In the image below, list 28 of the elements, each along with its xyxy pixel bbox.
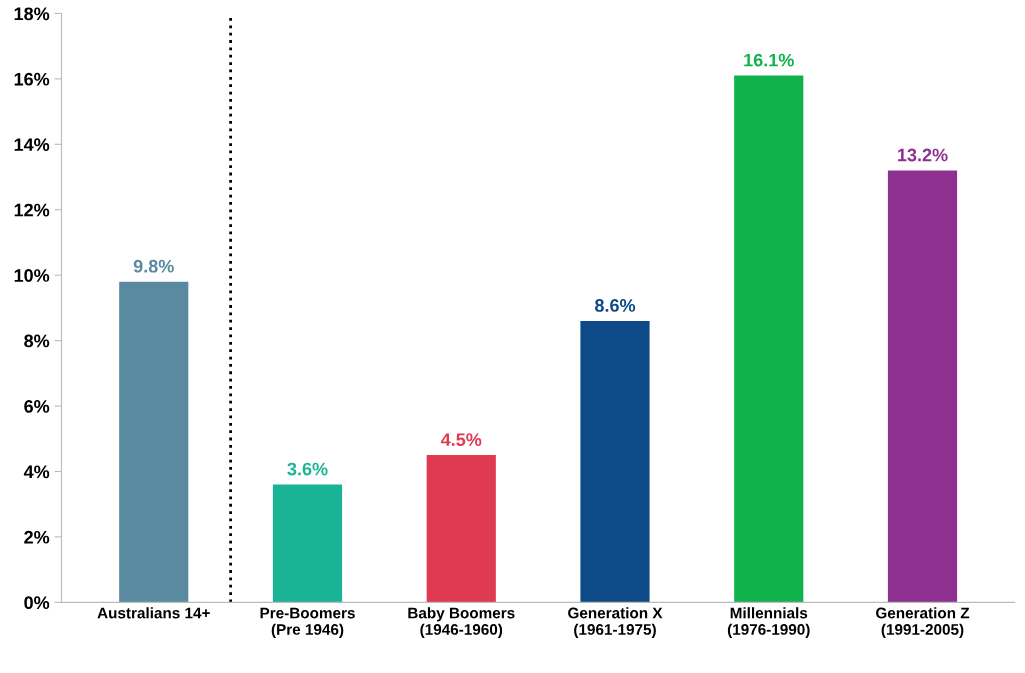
data-label: 9.8% [133,259,174,273]
data-label: 8.6% [595,299,636,312]
x-tick-label: Pre-Boomers (Pre 1946) [260,607,355,638]
y-tick-label: 2% [24,530,50,544]
y-tick-label: 0% [24,596,50,610]
x-tick-label: Millennials (1976-1990) [727,607,810,638]
data-label: 3.6% [287,462,328,476]
y-tick-label: 18% [14,7,50,21]
y-tick-label: 12% [14,203,50,217]
bar [887,170,958,603]
bar [426,455,496,603]
y-tick-label: 16% [14,72,50,86]
bar [580,320,650,603]
y-tick-label: 4% [23,465,50,479]
y-tick-label: 14% [14,138,50,151]
data-label: 4.5% [440,433,482,446]
x-tick-label: Baby Boomers (1946-1960) [408,607,515,638]
bar [272,484,343,603]
bar [119,281,189,603]
y-tick-label: 6% [24,399,50,413]
data-label: 13.2% [898,148,948,162]
x-tick-label: Generation Z (1991-2005) [876,607,970,638]
bar [734,75,804,603]
x-tick-label: Generation X (1961-1975) [568,607,663,638]
y-tick-label: 10% [14,269,50,282]
y-tick-label: 8% [24,334,50,348]
data-label: 16.1% [744,53,794,67]
x-tick-label: Australians 14+ [97,607,210,619]
